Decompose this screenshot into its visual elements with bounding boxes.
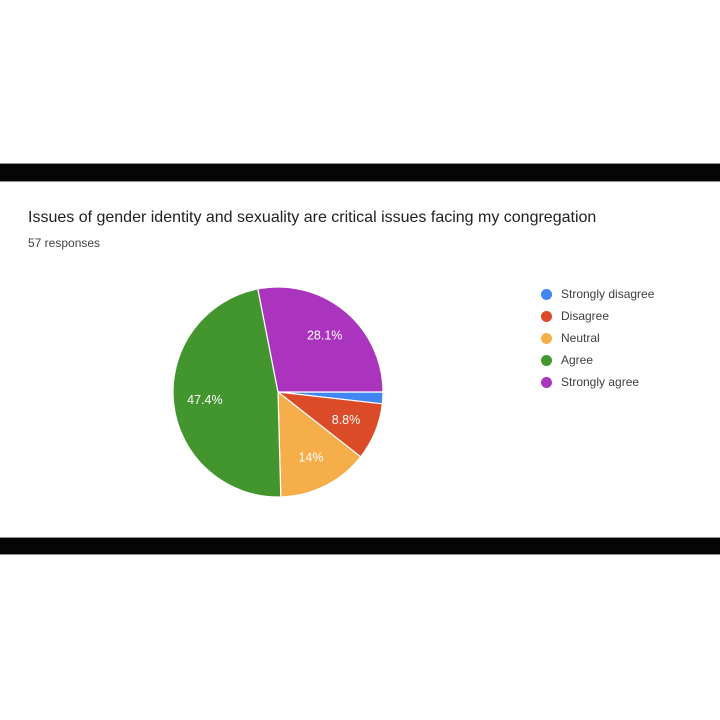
letterbox-bar-bottom [0,537,720,555]
chart-title: Issues of gender identity and sexuality … [28,209,597,226]
legend-label: Agree [561,353,594,367]
letterbox-bar-top [0,163,720,182]
legend-label: Strongly disagree [561,287,655,301]
response-count: 57 responses [28,236,101,250]
legend-swatch-icon [541,288,552,300]
pie-slice-strongly-agree[interactable] [257,286,384,393]
pie-slice-agree[interactable] [172,288,282,498]
legend-item-strongly-agree: Strongly agree [541,375,654,389]
pie-chart: 8.8% 14% 47.4% 28.1% [172,286,384,498]
legend-item-disagree: Disagree [541,309,654,323]
legend-item-agree: Agree [541,353,654,367]
legend-swatch-icon [541,310,552,322]
slice-percentage-label: 8.8% [332,413,361,427]
legend-item-strongly-disagree: Strongly disagree [541,287,655,301]
legend-swatch-icon [541,376,552,388]
pie-slice-neutral[interactable] [277,391,362,498]
legend-swatch-icon [541,354,552,366]
slice-percentage-label: 28.1% [307,328,342,342]
legend-item-neutral: Neutral [541,331,654,345]
chart-legend: Strongly disagree Disagree Neutral Agree… [541,287,655,398]
legend-label: Neutral [561,331,600,345]
legend-label: Disagree [561,309,610,323]
slice-percentage-label: 14% [298,451,323,465]
legend-label: Strongly agree [561,375,640,389]
pie-chart-svg: 8.8% 14% 47.4% 28.1% [172,286,384,498]
legend-swatch-icon [541,332,552,344]
slice-percentage-label: 47.4% [187,393,222,407]
